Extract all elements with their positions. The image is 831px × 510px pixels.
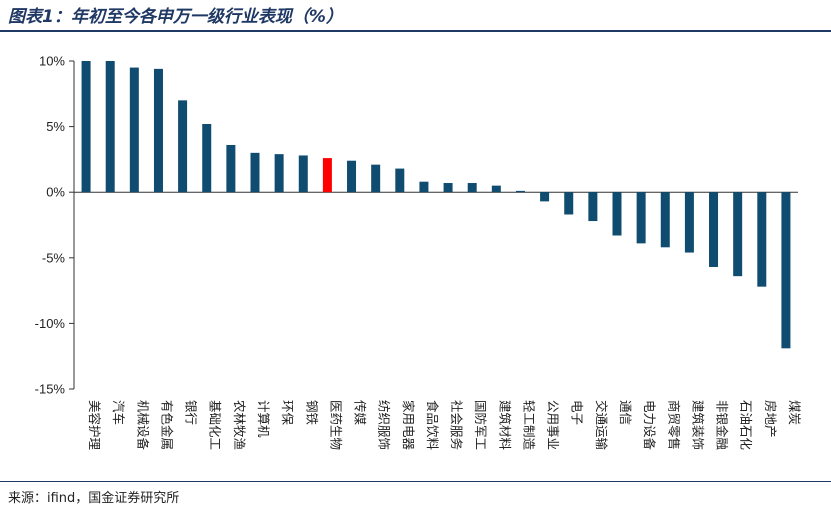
- source-note: 来源：ifind，国金证券研究所: [8, 491, 180, 506]
- bar: [153, 68, 163, 193]
- y-tick-label: -15%: [35, 382, 66, 397]
- bar: [491, 185, 501, 193]
- source-rule: [0, 481, 831, 482]
- x-tick-label: 轻工制造: [521, 400, 536, 451]
- bar: [250, 152, 260, 193]
- bar: [347, 160, 357, 193]
- bar: [298, 155, 308, 193]
- x-tick-label: 石油石化: [739, 400, 754, 451]
- x-tick-label: 交通运输: [594, 400, 609, 451]
- x-tick-label: 基础化工: [208, 400, 223, 450]
- bar: [612, 192, 622, 236]
- x-tick-label: 煤炭: [787, 400, 802, 425]
- bar: [781, 192, 791, 349]
- bar: [129, 67, 139, 193]
- bar: [757, 192, 767, 287]
- x-tick-label: 钢铁: [304, 400, 319, 426]
- x-tick-label: 美容护理: [87, 400, 102, 451]
- bar: [709, 192, 719, 267]
- bar: [684, 192, 694, 253]
- bar: [467, 183, 477, 193]
- x-tick-label: 纺织服饰: [377, 400, 392, 450]
- x-tick-label: 农林牧渔: [232, 400, 247, 450]
- x-tick-label: 电子: [570, 400, 585, 425]
- bar: [419, 181, 429, 193]
- y-tick-label: 0%: [46, 185, 65, 200]
- x-tick-label: 医药生物: [328, 400, 343, 450]
- bar: [178, 100, 188, 193]
- chart-bars: [81, 61, 791, 349]
- bar: [226, 144, 236, 193]
- x-tick-label: 计算机: [256, 400, 271, 438]
- page-title: 图表1：年初至今各申万一级行业表现（%）: [8, 7, 343, 27]
- bar: [371, 164, 381, 193]
- x-tick-label: 房地产: [763, 400, 778, 438]
- y-tick-label: 5%: [46, 119, 65, 134]
- bar: [105, 61, 115, 193]
- bar: [733, 192, 743, 277]
- chart-labels: 10% 5% 0% -5% -10% -15% 美容护理 汽车 机械设备 有色金属 银行 基础化工 农林…: [35, 54, 802, 451]
- bar: [322, 158, 332, 193]
- bar-chart: 10% 5% 0% -5% -10% -15% 美容护理 汽车 机械设备 有色金属 银行 基础化工 农林…: [35, 54, 802, 451]
- x-tick-label: 食品饮料: [425, 400, 440, 451]
- bar: [395, 168, 405, 193]
- x-tick-label: 电力设备: [642, 400, 657, 451]
- bar: [515, 190, 525, 193]
- x-tick-label: 家用电器: [401, 400, 416, 451]
- x-tick-label: 商贸零售: [666, 400, 681, 450]
- x-tick-label: 社会服务: [449, 400, 464, 450]
- x-tick-label: 环保: [280, 400, 295, 426]
- chart-axes: [69, 60, 798, 390]
- x-tick-label: 汽车: [111, 400, 126, 425]
- bar: [202, 123, 212, 193]
- y-tick-label: -5%: [42, 250, 66, 265]
- x-tick-label: 传媒: [353, 400, 368, 426]
- bar: [443, 183, 453, 193]
- bar: [274, 154, 284, 193]
- x-tick-label: 建筑装饰: [690, 400, 705, 450]
- bar: [81, 61, 91, 193]
- x-tick-label: 机械设备: [135, 400, 150, 451]
- bar: [540, 192, 550, 202]
- bar: [564, 192, 574, 215]
- x-tick-label: 公用事业: [546, 400, 561, 450]
- x-tick-label: 有色金属: [159, 400, 174, 450]
- bar: [588, 192, 598, 222]
- x-tick-label: 国防军工: [473, 400, 488, 450]
- y-tick-label: -10%: [35, 316, 66, 331]
- x-tick-label: 建筑材料: [497, 400, 512, 451]
- x-tick-label: 银行: [184, 400, 199, 425]
- bar: [660, 192, 670, 248]
- bar: [636, 192, 646, 244]
- y-tick-label: 10%: [39, 54, 65, 69]
- x-tick-label: 非银金融: [715, 400, 730, 451]
- x-tick-label: 通信: [618, 400, 633, 425]
- title-rule: [0, 30, 831, 32]
